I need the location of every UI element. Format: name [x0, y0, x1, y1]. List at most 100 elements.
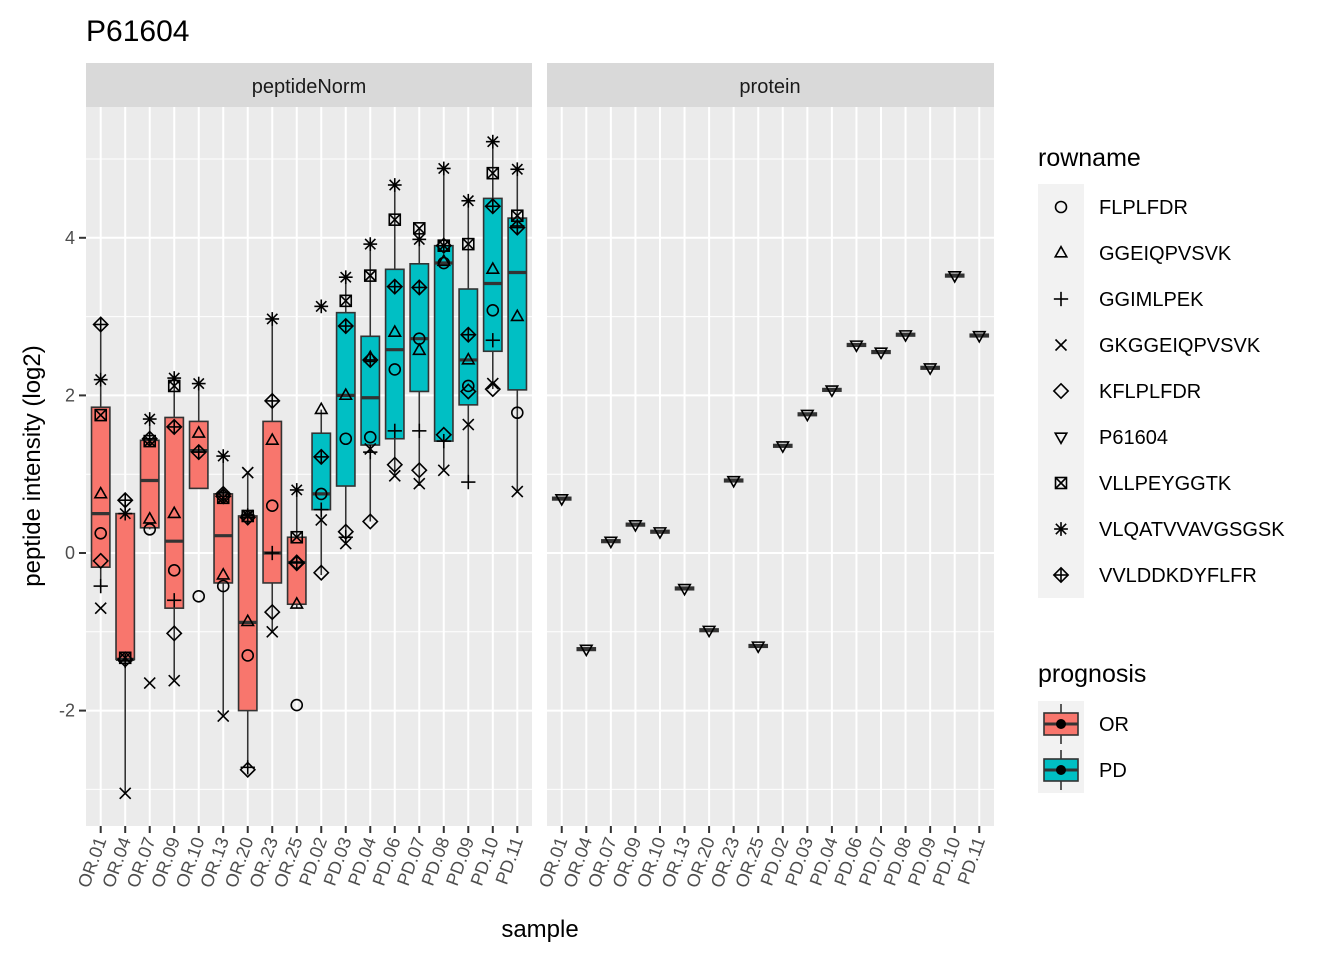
point-cross: [486, 377, 499, 390]
point-triangle: [142, 511, 157, 524]
point-circle: [167, 564, 181, 577]
point-diamond-plus: [288, 554, 306, 571]
box-body: [262, 420, 283, 584]
point-plus: [338, 530, 353, 545]
point-square-cross: [94, 408, 108, 422]
protein-mark-or-09: [625, 519, 646, 533]
y-tick-label: -2: [59, 701, 75, 721]
protein-mark-or-10: [650, 527, 670, 540]
point-cross: [388, 469, 401, 482]
point-plus: [363, 444, 378, 460]
point-triangle-down: [947, 270, 962, 284]
legend-key-or: [1038, 701, 1084, 747]
protein-mark-or-07: [601, 536, 621, 550]
box-or-09: [164, 379, 185, 680]
point-diamond: [239, 761, 257, 778]
point-triangle: [338, 387, 353, 401]
point-asterisk: [142, 412, 157, 426]
point-triangle-down: [775, 441, 790, 454]
point-asterisk: [485, 134, 500, 149]
point-circle: [290, 698, 304, 712]
point-diamond-plus: [410, 279, 428, 296]
point-triangle: [387, 324, 402, 338]
point-asterisk: [338, 270, 353, 285]
point-diamond-plus: [263, 392, 281, 410]
point-circle: [510, 406, 524, 420]
point-triangle: [510, 308, 525, 322]
point-diamond: [312, 564, 330, 581]
point-diamond-plus: [141, 430, 158, 448]
point-triangle-down: [701, 625, 717, 639]
point-diamond-plus: [116, 491, 134, 509]
point-cross: [94, 602, 107, 615]
point-diamond-plus: [337, 317, 355, 335]
point-circle: [486, 303, 500, 317]
protein-mark-or-04: [576, 644, 597, 658]
legend-key-dot: [1056, 719, 1066, 729]
point-triangle-down: [849, 340, 864, 353]
protein-mark-pd-10: [944, 270, 965, 284]
point-circle: [241, 649, 255, 662]
point-triangle: [412, 342, 427, 356]
point-diamond-plus: [312, 448, 330, 466]
point-diamond: [386, 456, 404, 474]
point-circle: [192, 590, 206, 603]
strip-peptidenorm: [86, 63, 532, 107]
box-body: [115, 512, 136, 661]
point-asterisk: [289, 483, 304, 497]
point-triangle: [216, 567, 231, 580]
box-body: [384, 268, 405, 440]
point-diamond-plus: [214, 487, 232, 505]
point-diamond-plus: [361, 351, 379, 369]
protein-mark-or-23: [723, 475, 744, 489]
protein-mark-or-20: [699, 625, 719, 639]
point-cross: [241, 466, 254, 479]
point-diamond: [435, 426, 453, 444]
strip-protein: [547, 63, 994, 107]
points-peptidenorm: [92, 134, 526, 800]
protein-mark-or-01: [551, 493, 572, 507]
point-triangle: [265, 432, 280, 445]
point-diamond-plus: [190, 443, 208, 461]
legend-key-triangle: [1053, 245, 1069, 258]
point-diamond: [460, 383, 477, 400]
legend-key-diamond-plus: [1052, 566, 1070, 584]
point-cross: [315, 513, 328, 526]
point-asterisk: [314, 299, 329, 314]
point-triangle: [191, 425, 206, 438]
point-triangle-down: [554, 493, 569, 507]
point-plus: [167, 593, 182, 608]
point-circle: [314, 487, 328, 501]
point-diamond-plus: [484, 197, 502, 215]
point-diamond-plus: [92, 316, 109, 333]
point-asterisk: [510, 162, 525, 177]
point-cross: [119, 787, 132, 800]
box-body: [482, 197, 503, 353]
point-diamond: [361, 513, 379, 530]
protein-mark-pd-02: [772, 441, 793, 454]
protein-mark-pd-11: [969, 330, 990, 344]
point-cross: [266, 625, 279, 638]
point-diamond-plus: [165, 418, 183, 436]
legend-key-diamond: [1052, 382, 1070, 400]
strip-label-protein: protein: [739, 76, 800, 98]
box-body: [507, 217, 528, 391]
panel-background-peptidenorm: [86, 107, 532, 826]
point-plus: [265, 545, 280, 561]
box-body: [409, 263, 430, 393]
point-square-cross: [339, 294, 353, 308]
protein-mark-pd-07: [871, 347, 891, 361]
point-square-cross: [461, 237, 475, 251]
point-cross: [364, 442, 377, 456]
legend-key-dot: [1056, 765, 1066, 775]
point-diamond-plus: [509, 219, 526, 236]
point-diamond-plus: [435, 237, 453, 254]
point-diamond: [92, 552, 109, 570]
point-asterisk: [265, 312, 280, 326]
y-axis-title: peptide intensity (log2): [19, 345, 46, 586]
strip-label-peptidenorm: peptideNorm: [252, 76, 367, 98]
legend-label: PD: [1099, 760, 1127, 782]
box-body: [139, 439, 160, 529]
point-square-cross: [486, 166, 500, 180]
legend-label: FLPLFDR: [1099, 197, 1188, 219]
